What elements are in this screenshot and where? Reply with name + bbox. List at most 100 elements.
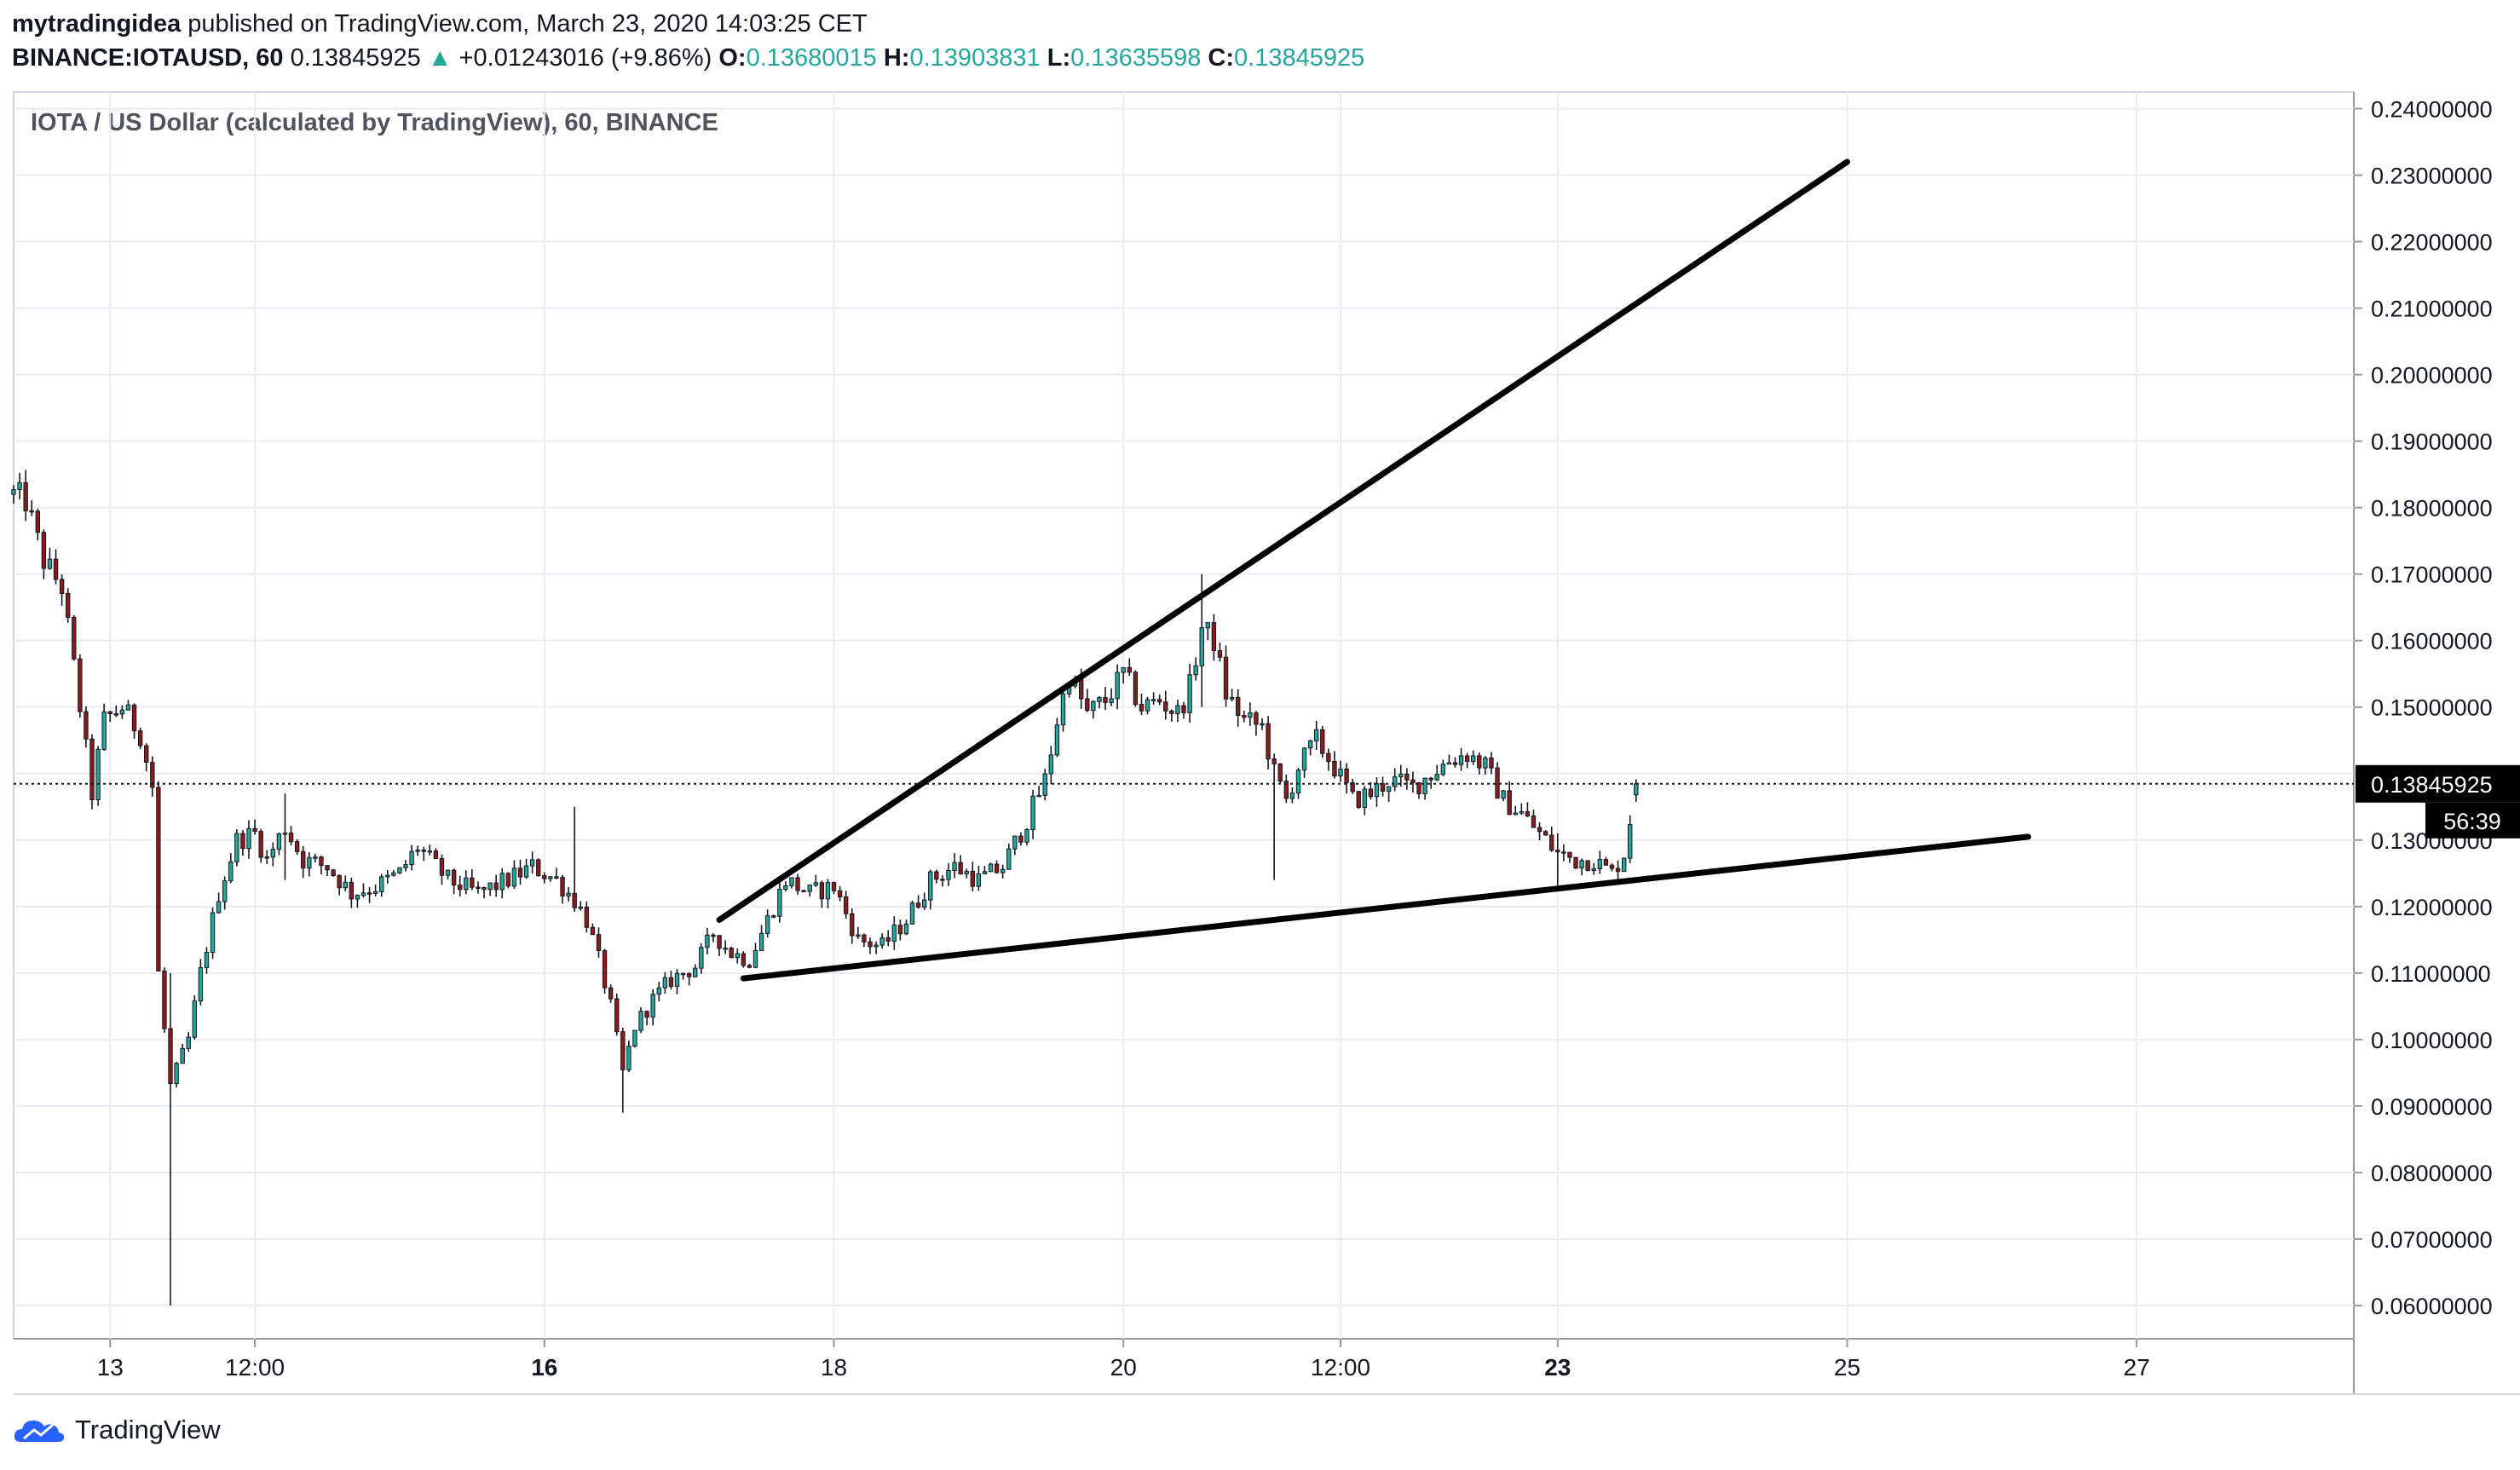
candle-body: [777, 889, 782, 917]
candle-body: [409, 850, 414, 866]
candle-body: [885, 937, 891, 942]
candle-body: [192, 1000, 198, 1038]
trendlines[interactable]: [716, 159, 2032, 982]
open-label: O:: [718, 44, 747, 72]
candle-body: [319, 856, 324, 867]
candle-body: [288, 833, 294, 843]
candle-body: [529, 859, 535, 867]
candle-body: [1283, 781, 1289, 799]
candle-body: [1272, 758, 1277, 764]
candle-body: [144, 745, 149, 763]
candle-body: [1464, 755, 1470, 762]
candle-body: [234, 833, 239, 862]
candle-body: [1248, 712, 1253, 718]
candle-body: [1223, 656, 1229, 700]
candle-body: [204, 952, 210, 969]
candle-body: [240, 833, 245, 850]
price-chart[interactable]: IOTA / US Dollar (calculated by TradingV…: [0, 0, 2520, 1415]
candle-body: [771, 915, 776, 918]
candle-body: [1175, 705, 1180, 714]
candle-body: [590, 926, 596, 936]
candle-body: [656, 987, 661, 995]
candle-body: [523, 865, 529, 878]
candle-body: [1621, 857, 1627, 873]
candle-body: [1326, 752, 1331, 763]
candle-body: [168, 1028, 173, 1085]
candle-body: [421, 849, 426, 852]
candle-body: [735, 953, 740, 959]
candle-body: [331, 869, 336, 876]
candle-body: [343, 881, 348, 889]
author-name[interactable]: mytradingidea: [12, 10, 182, 37]
candle-body: [723, 948, 728, 950]
candle-body: [1091, 700, 1096, 712]
candle-body: [879, 937, 885, 946]
time-axis[interactable]: 13 12:00 16 18 20 12:00 23 25 27: [97, 1339, 2150, 1381]
candle-body: [1145, 699, 1150, 712]
candle-body: [1507, 790, 1512, 816]
candle-body: [1603, 859, 1609, 866]
candle-body: [458, 885, 463, 891]
candle-body: [180, 1047, 185, 1064]
candle-body: [1314, 729, 1319, 741]
candle-body: [1471, 755, 1476, 762]
candle-body: [366, 892, 372, 895]
footer: TradingView: [12, 1413, 221, 1447]
candle-body: [511, 868, 517, 887]
candle-body: [952, 862, 957, 871]
ohlc-line: BINANCE:IOTAUSD, 60 0.13845925 ▲ +0.0124…: [12, 41, 1364, 75]
candle-body: [403, 864, 408, 868]
close-value: 0.13845925: [1234, 44, 1365, 72]
high-label: H:: [883, 44, 910, 72]
candle-body: [445, 869, 451, 876]
candle-body: [1260, 723, 1265, 726]
candle-body: [337, 874, 342, 889]
candle-body: [934, 871, 939, 880]
candle-body: [1018, 835, 1024, 843]
footer-brand[interactable]: TradingView: [75, 1415, 221, 1444]
candle-body: [856, 934, 861, 937]
candle-body: [1301, 747, 1307, 771]
candle-body: [499, 873, 505, 891]
candle-body: [1103, 697, 1108, 703]
candle-body: [825, 882, 831, 900]
candle-body: [638, 1011, 643, 1031]
candle-body: [1163, 701, 1168, 712]
candle-body: [1380, 783, 1386, 792]
candle-body: [626, 1046, 631, 1070]
candle-body: [325, 865, 330, 871]
candle-body: [1374, 783, 1380, 798]
candle-body: [1133, 672, 1139, 706]
candle-body: [355, 895, 360, 900]
candle-body: [1585, 860, 1590, 872]
candle-body: [1561, 851, 1566, 854]
price-axis[interactable]: 0.24000000 0.23000000 0.22000000 0.21000000…: [2354, 97, 2493, 1319]
candle-body: [156, 787, 161, 971]
candle-body: [674, 972, 680, 987]
time-tick-label: 12:00: [225, 1354, 285, 1381]
candle-body: [1024, 829, 1029, 843]
candle-body: [1495, 767, 1500, 799]
time-tick-label: 13: [97, 1354, 124, 1381]
candle-body: [1386, 786, 1392, 792]
candle-body: [1320, 729, 1325, 754]
candle-body: [137, 730, 143, 747]
candle-body: [451, 869, 457, 886]
candle-body: [1513, 812, 1518, 816]
chart-header: mytradingidea published on TradingView.c…: [12, 7, 1364, 75]
candle-body: [747, 965, 753, 968]
trendline: [740, 833, 2032, 982]
candle-body: [1567, 851, 1572, 858]
candle-body: [1150, 699, 1156, 701]
candle-body: [1030, 795, 1035, 831]
candle-body: [1579, 860, 1584, 869]
candle-body: [976, 873, 982, 887]
candle-body: [831, 882, 837, 891]
candle-body: [78, 658, 83, 712]
candle-body: [1591, 868, 1596, 872]
candle-body: [1139, 704, 1145, 712]
candle-body: [1289, 793, 1295, 799]
candle-body: [258, 831, 263, 858]
candle-body: [1531, 815, 1537, 828]
price-tick-label: 0.19000000: [2371, 429, 2493, 455]
